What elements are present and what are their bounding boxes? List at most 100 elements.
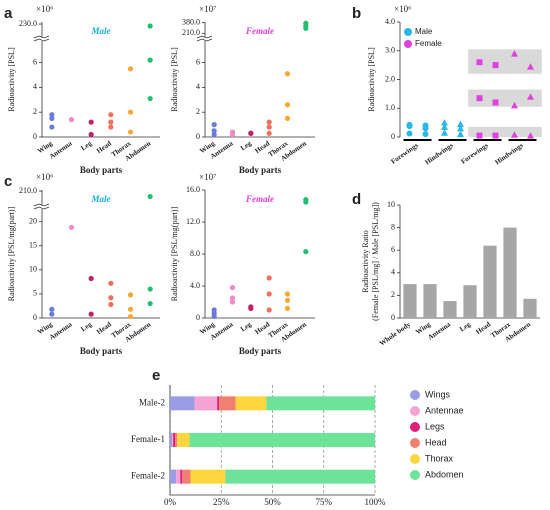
y-axis-label: Radioactivity [PSL] [170,47,179,112]
y-tick-label: 3.0 [385,46,395,55]
y-tick-label: 0 [391,132,395,141]
bar-segment [194,396,218,411]
bar [523,298,537,318]
data-point [284,102,291,108]
x-tick-label: 100% [365,497,387,507]
data-point [229,299,236,305]
data-point [127,313,134,320]
legend-label: Male [415,27,433,36]
data-point [147,57,153,63]
data-point [88,275,94,282]
y-tick-label: 0 [33,313,37,322]
x-tick-label: Whole body [378,320,412,347]
y-tick-label: 2 [33,107,37,116]
bar-segment [176,469,181,484]
data-point [492,62,499,69]
y-axis-label: Radioactivity Ratio [361,230,370,292]
legend-swatch [404,40,412,48]
y-tick-label: 4.0 [385,17,395,26]
bar-segment [266,396,375,411]
axis-break [33,203,50,210]
y-tick-label: Female-2 [131,471,165,481]
x-tick-label: Antenna [426,320,452,342]
x-tick-label: 75% [316,497,333,507]
legend-label: Legs [425,421,445,431]
x-tick-label: Hindwings [424,141,455,166]
data-point [49,112,55,118]
data-point [527,63,534,70]
legend-swatch [410,390,420,400]
data-point [147,286,153,292]
x-tick-label: Leg [79,139,93,152]
y-tick-label: 6 [391,245,395,254]
axis-scale-label: ×10⁶ [36,4,53,14]
x-axis-label: Body parts [239,346,282,356]
y-tick-label: 4.0 [190,281,200,290]
axis-break [196,35,213,42]
legend-swatch [410,422,420,432]
y-tick-label: 1.0 [385,103,395,112]
bar-segment [173,433,176,447]
y-tick-label: 15 [29,241,37,250]
data-point [266,124,272,130]
data-point [266,130,272,136]
data-point [211,122,217,128]
y-tick-label: 4 [196,82,200,91]
y-tick-label: 20 [29,216,37,225]
data-point [441,123,448,130]
x-tick-label: 50% [264,497,281,507]
data-point [147,193,153,200]
x-tick-label: Hindwings [494,141,525,166]
data-point [147,300,153,307]
x-tick-label: Forewings [390,141,420,165]
y-axis-label: Radioactivity [PSL/mg(part)] [170,206,179,301]
y-tick-label: 12.0 [186,217,200,226]
data-point [492,132,499,139]
axes [204,22,315,138]
bar-segment [190,469,226,484]
data-point [406,121,413,128]
data-point [88,311,94,317]
x-axis-label: Body parts [239,165,282,175]
data-point [68,117,75,123]
y-tick-label: Female-1 [131,434,165,444]
y-axis-label: Radioactivity [PSL] [7,47,16,112]
data-point [457,130,464,138]
highlight-band [468,89,542,107]
data-point [248,130,254,136]
axis-scale-label: ×10⁷ [199,4,216,14]
y-tick-label: 2 [196,107,200,116]
x-tick-label: Leg [239,320,253,333]
data-point [511,131,518,138]
axes [41,22,160,138]
legend-label: Thorax [425,453,454,463]
bar-segment [219,396,236,411]
data-point [108,124,114,130]
y-tick-label: 6 [196,57,200,66]
data-point [266,307,272,313]
y-tick-label: 5 [33,289,37,298]
y-tick-label: 10 [29,265,37,274]
data-point [229,295,236,301]
panel-title: Female [245,194,274,204]
legend-label: Head [425,437,447,447]
y-tick-label: 2 [391,290,395,299]
panel-letter: b [352,5,361,22]
y-tick-label: 10 [387,200,395,209]
data-point [127,109,134,115]
data-point [108,301,114,308]
y-tick-label: Male-2 [139,397,165,407]
data-point [229,285,236,291]
data-point [108,119,114,125]
data-point [284,115,291,121]
data-point [284,291,291,297]
legend-label: Abdomen [425,469,464,479]
data-point [303,249,309,255]
data-point [108,280,114,286]
legend-swatch [410,470,420,480]
y-tick-label: 8 [391,222,395,231]
axes [41,190,160,319]
y-tick-label: 0 [391,313,395,322]
data-point [108,295,114,301]
